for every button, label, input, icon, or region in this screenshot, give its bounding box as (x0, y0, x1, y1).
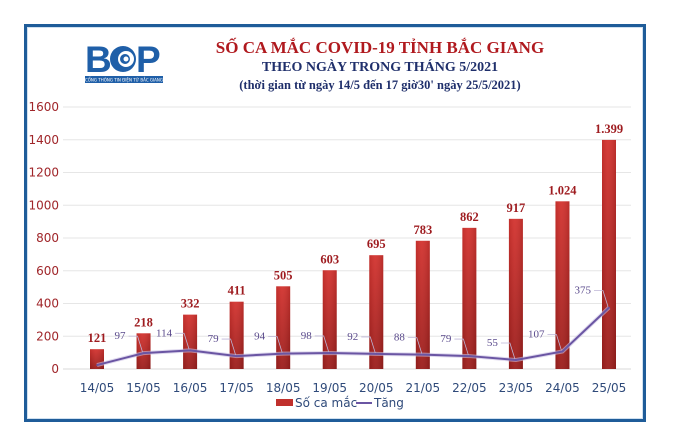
bar-shade (555, 201, 570, 369)
leader-line (268, 336, 283, 353)
legend: Số ca mắc Tăng (276, 396, 404, 410)
legend-swatch-bar (276, 399, 293, 406)
x-tick-label: 24/05 (545, 381, 580, 395)
legend-label-increase: Tăng (373, 396, 404, 410)
bar-shade (90, 349, 104, 369)
bar-value-label: 603 (320, 252, 339, 266)
line-value-label: 79 (440, 333, 452, 345)
bar-shade (462, 227, 477, 369)
line-point (561, 350, 564, 353)
line-value-label: 375 (575, 285, 592, 297)
line-value-label: 114 (156, 327, 173, 339)
y-tick-label: 1400 (28, 133, 59, 147)
x-tick-label: 21/05 (406, 381, 441, 395)
line-point (375, 353, 378, 355)
x-tick-label: 18/05 (266, 381, 301, 395)
bar-shade (229, 301, 244, 369)
bar-value-label: 783 (413, 223, 432, 237)
bar-value-label: 332 (181, 297, 200, 311)
bar-shade (369, 255, 384, 369)
y-tick-label: 1600 (28, 100, 59, 114)
leader-line (547, 334, 562, 351)
x-tick-label: 23/05 (499, 381, 534, 395)
bar-value-label: 505 (274, 268, 293, 282)
line-point (608, 306, 610, 309)
line-point (468, 355, 471, 357)
frame-inner-border (27, 27, 643, 419)
y-tick-label: 800 (36, 231, 59, 245)
chart-title: SỐ CA MẮC COVID-19 TỈNH BẮC GIANG (215, 38, 545, 57)
line-value-label: 97 (115, 330, 127, 342)
bar-value-label: 411 (228, 284, 246, 298)
y-tick-label: 1200 (28, 166, 59, 180)
bar-value-label: 917 (507, 201, 526, 215)
x-tick-label: 14/05 (80, 381, 115, 395)
leader-line (454, 338, 469, 356)
bar-value-label: 1.399 (595, 122, 623, 136)
bar-shade (508, 218, 523, 369)
line-point (142, 352, 145, 354)
chart-frame (24, 24, 646, 422)
line-point (235, 355, 238, 357)
x-tick-label: 22/05 (452, 381, 487, 395)
line-value-label: 55 (487, 337, 499, 349)
chart-subtitle: THEO NGÀY TRONG THÁNG 5/2021 (261, 60, 499, 75)
line-value-label: 92 (347, 331, 358, 343)
y-tick-label: 200 (36, 329, 59, 343)
y-tick-label: 1000 (28, 198, 59, 212)
line-point (282, 352, 284, 355)
x-tick-label: 25/05 (592, 381, 627, 395)
bar-shade (276, 286, 291, 369)
leader-line (594, 290, 609, 307)
bar-value-label: 1.024 (548, 183, 577, 197)
bar-value-label: 218 (134, 315, 153, 329)
line-value-label: 79 (208, 333, 220, 345)
x-tick-label: 17/05 (219, 381, 254, 395)
bar-value-label: 695 (367, 237, 386, 251)
legend-label-cases: Số ca mắc (295, 396, 357, 410)
line-point (515, 359, 517, 361)
leader-line (500, 342, 516, 360)
leader-line (175, 332, 190, 350)
line-point (422, 353, 424, 356)
bar-value-label: 862 (460, 210, 479, 224)
line-value-label: 88 (394, 332, 406, 344)
chart-note: (thời gian từ ngày 14/5 đến 17 giờ30' ng… (239, 78, 521, 92)
line-value-label: 107 (528, 328, 545, 340)
leader-line (128, 335, 143, 353)
bgp-logo: B P CỔNG THÔNG TIN ĐIỆN TỬ BẮC GIANG (83, 40, 165, 85)
line-point (189, 349, 191, 352)
line-point (96, 364, 98, 366)
x-tick-label: 16/05 (173, 381, 208, 395)
line-value-label: 94 (254, 331, 266, 343)
bar-shade (415, 240, 430, 369)
x-tick-label: 20/05 (359, 381, 394, 395)
line-point (328, 352, 331, 354)
leader-line (314, 335, 330, 353)
leader-line (361, 336, 376, 354)
leader-line (221, 338, 237, 356)
x-tick-label: 15/05 (126, 381, 161, 395)
svg-text:P: P (136, 40, 161, 80)
leader-line (407, 337, 423, 354)
logo-subtext: CỔNG THÔNG TIN ĐIỆN TỬ BẮC GIANG (85, 78, 163, 83)
bar-shade (183, 314, 198, 369)
x-tick-label: 19/05 (312, 381, 347, 395)
y-tick-label: 0 (51, 362, 59, 376)
y-tick-label: 400 (36, 297, 59, 311)
bar-shade (602, 139, 616, 369)
bar-value-label: 121 (88, 331, 107, 345)
line-value-label: 98 (301, 330, 313, 342)
line-increase (96, 306, 610, 367)
y-tick-label: 600 (36, 264, 59, 278)
